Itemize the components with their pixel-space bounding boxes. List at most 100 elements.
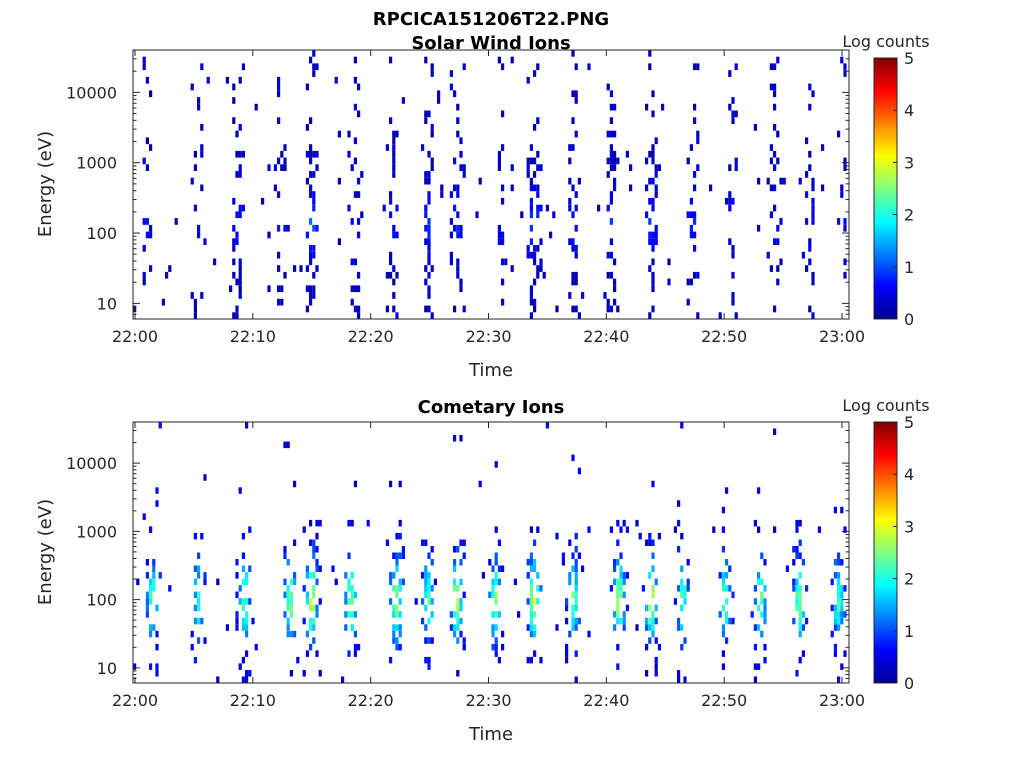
heatmap-cell: [424, 211, 428, 219]
heatmap-cell: [309, 519, 313, 527]
heatmap-cell: [424, 604, 428, 612]
heatmap-cell: [309, 598, 313, 605]
heatmap-cell: [421, 617, 425, 625]
heatmap-cell: [837, 572, 841, 579]
heatmap-cell: [235, 591, 239, 599]
heatmap-cell: [424, 565, 428, 572]
heatmap-cell: [571, 271, 575, 279]
heatmap-cell: [145, 137, 149, 145]
heatmap-cell: [392, 157, 396, 165]
heatmap-cell: [808, 83, 812, 91]
heatmap-cell: [401, 578, 405, 586]
heatmap-cell: [424, 110, 428, 118]
heatmap-cell: [773, 83, 777, 91]
heatmap-cell: [683, 676, 687, 683]
heatmap-cell: [273, 184, 277, 192]
heatmap-cell: [587, 526, 591, 533]
heatmap-cell: [725, 559, 729, 566]
heatmap-cell: [571, 50, 575, 57]
heatmap-cell: [312, 171, 316, 178]
heatmap-cell: [651, 90, 655, 98]
heatmap-cell: [757, 663, 761, 670]
heatmap-cell: [510, 164, 514, 171]
heatmap-cell: [241, 656, 245, 664]
heatmap-cell: [536, 271, 540, 279]
heatmap-cell: [757, 578, 761, 586]
heatmap-cell: [680, 578, 684, 586]
heatmap-cell: [501, 144, 505, 151]
heatmap-cell: [334, 76, 338, 84]
heatmap-cell: [574, 224, 578, 232]
heatmap-cell: [571, 624, 575, 631]
heatmap-cell: [353, 157, 357, 165]
heatmap-cell: [833, 604, 837, 612]
heatmap-cell: [837, 578, 841, 586]
heatmap-cell: [609, 238, 613, 245]
heatmap-cell: [798, 656, 802, 664]
heatmap-cell: [654, 637, 658, 644]
heatmap-cell: [286, 224, 290, 232]
heatmap-cell: [616, 305, 620, 313]
heatmap-cell: [677, 585, 681, 592]
heatmap-cell: [683, 585, 687, 592]
heatmap-cell: [673, 598, 677, 605]
heatmap-cell: [798, 539, 802, 546]
heatmap-cell: [574, 204, 578, 212]
heatmap-cell: [651, 110, 655, 118]
heatmap-cell: [430, 585, 434, 592]
heatmap-cell: [501, 565, 505, 572]
heatmap-cell: [283, 144, 287, 151]
heatmap-cell: [529, 238, 533, 245]
heatmap-cell: [769, 144, 773, 151]
heatmap-cell: [347, 598, 351, 605]
heatmap-cell: [497, 611, 501, 618]
heatmap-cell: [312, 63, 316, 71]
heatmap-cell: [350, 591, 354, 599]
heatmap-cell: [798, 177, 802, 185]
heatmap-cell: [357, 305, 361, 313]
heatmap-cell: [430, 265, 434, 272]
heatmap-cell: [501, 630, 505, 638]
heatmap-cell: [760, 578, 764, 586]
heatmap-cell: [625, 572, 629, 579]
heatmap-cell: [609, 157, 613, 165]
heatmap-cell: [430, 637, 434, 644]
heatmap-cell: [398, 532, 402, 540]
heatmap-cell: [357, 231, 361, 239]
heatmap-cell: [424, 591, 428, 599]
heatmap-cell: [609, 305, 613, 313]
heatmap-cell: [843, 258, 847, 266]
heatmap-cell: [353, 591, 357, 599]
heatmap-cell: [529, 224, 533, 232]
heatmap-cell: [798, 591, 802, 599]
heatmap-cell: [449, 191, 453, 198]
heatmap-cell: [680, 565, 684, 572]
heatmap-cell: [312, 585, 316, 592]
heatmap-cell: [488, 559, 492, 566]
heatmap-cell: [763, 643, 767, 651]
heatmap-cell: [398, 598, 402, 605]
heatmap-cell: [309, 150, 313, 158]
heatmap-cell: [497, 565, 501, 572]
heatmap-cell: [574, 676, 578, 683]
heatmap-cell: [449, 611, 453, 618]
heatmap-cell: [421, 539, 425, 546]
solar-wind-colorbar-ticks: 0 1 2 3 4 5: [893, 49, 914, 329]
x-tick-label: 23:00: [819, 691, 865, 710]
heatmap-cell: [734, 164, 738, 171]
heatmap-cell: [241, 604, 245, 612]
heatmap-cell: [587, 63, 591, 71]
heatmap-cell: [238, 663, 242, 670]
heatmap-cell: [577, 177, 581, 185]
heatmap-cell: [696, 137, 700, 145]
heatmap-cell: [529, 598, 533, 605]
heatmap-cell: [459, 137, 463, 145]
heatmap-cell: [574, 572, 578, 579]
heatmap-cell: [193, 604, 197, 612]
heatmap-cell: [494, 461, 498, 468]
heatmap-cell: [571, 245, 575, 252]
heatmap-cell: [145, 559, 149, 566]
heatmap-cell: [683, 637, 687, 644]
heatmap-cell: [574, 271, 578, 279]
heatmap-cell: [353, 76, 357, 84]
